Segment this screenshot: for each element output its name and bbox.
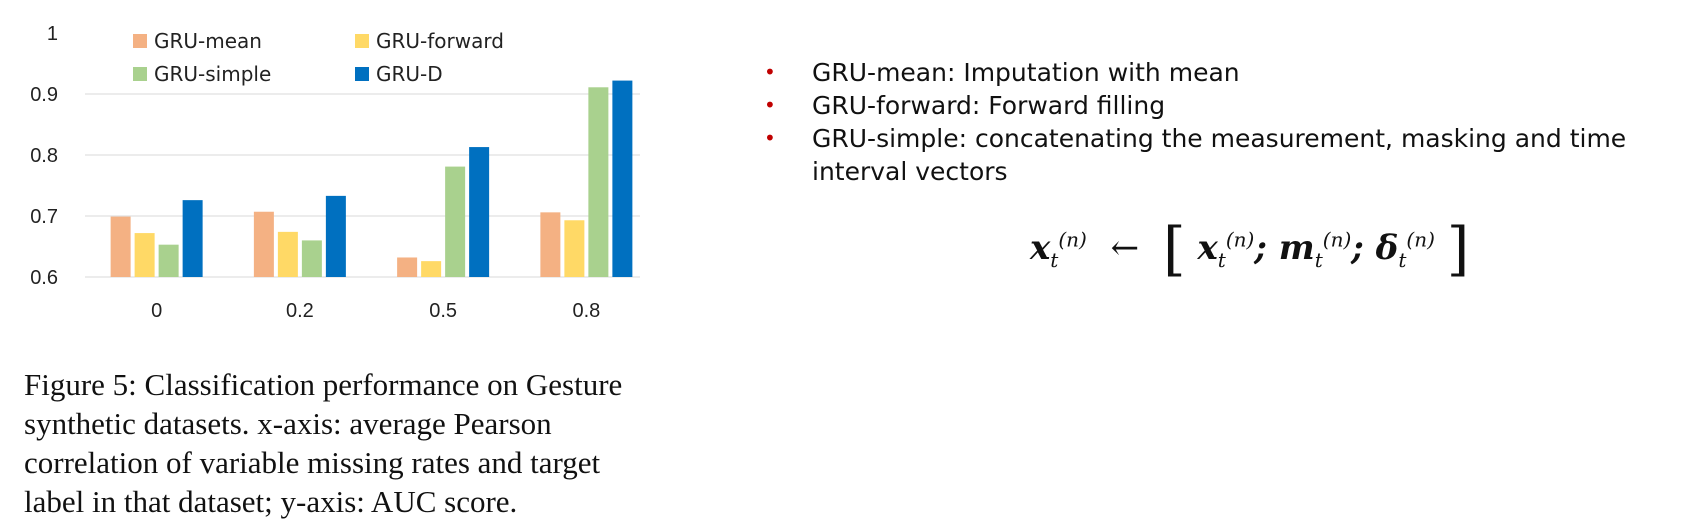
- y-tick-label: 0.8: [30, 145, 58, 167]
- x-tick-label: 0.8: [572, 300, 600, 320]
- legend-label: GRU-D: [376, 62, 443, 86]
- bar: [301, 240, 322, 277]
- bar: [182, 200, 203, 277]
- bullet-dot-icon: •: [764, 126, 776, 150]
- bar-chart: 1 0.9 0.8 0.7 0.6 0 0.2 0.5 0.8 GRU-mean GRU-for…: [30, 23, 640, 320]
- bar: [277, 231, 298, 277]
- y-tick-label: 0.9: [30, 84, 58, 106]
- bar: [564, 220, 585, 277]
- legend-swatch: [133, 67, 147, 81]
- formula-m: mt(n): [1278, 227, 1352, 272]
- legend-label: GRU-forward: [376, 29, 504, 53]
- y-tick-labels: 1 0.9 0.8 0.7 0.6: [30, 23, 58, 289]
- legend-swatch: [133, 34, 147, 48]
- bar: [612, 80, 633, 277]
- x-tick-label: 0: [151, 300, 162, 320]
- bar: [134, 233, 155, 277]
- formula-right-bracket: ]: [1446, 215, 1470, 283]
- bar: [469, 147, 490, 277]
- legend-label: GRU-mean: [154, 29, 262, 53]
- figure-caption: Figure 5: Classification performance on …: [24, 367, 623, 519]
- formula-arrow: ←: [1110, 228, 1140, 268]
- bar: [325, 195, 346, 277]
- bar: [540, 212, 561, 277]
- formula-x-lhs: xt(n): [1030, 227, 1087, 272]
- bullet-list: • GRU-mean: Imputation with mean • GRU-f…: [760, 56, 1700, 188]
- legend-swatch: [355, 34, 369, 48]
- bar: [253, 211, 274, 277]
- bar: [397, 257, 418, 277]
- legend: GRU-mean GRU-forward GRU-simple GRU-D: [133, 29, 504, 86]
- formula-separator: ;: [1254, 228, 1267, 268]
- bar: [158, 244, 179, 277]
- y-tick-label: 1: [47, 23, 58, 45]
- formula-left-bracket: [: [1163, 215, 1186, 283]
- bullet-text: GRU-forward: Forward filling: [812, 91, 1166, 120]
- bar: [445, 166, 466, 277]
- formula-separator: ;: [1351, 228, 1364, 268]
- x-tick-label: 0.2: [286, 300, 314, 320]
- x-tick-labels: 0 0.2 0.5 0.8: [151, 300, 600, 320]
- bullet-text: GRU-mean: Imputation with mean: [812, 58, 1240, 87]
- x-tick-label: 0.5: [429, 300, 457, 320]
- bullet-item: • GRU-mean: Imputation with mean: [760, 56, 1700, 89]
- grid-lines: [85, 93, 640, 278]
- update-formula: xt(n) ← [ xt(n); mt(n); δt(n) ]: [1030, 215, 1469, 283]
- bars: [110, 80, 633, 277]
- formula-delta: δt(n): [1375, 227, 1435, 272]
- y-tick-label: 0.7: [30, 206, 58, 228]
- legend-label: GRU-simple: [154, 62, 271, 86]
- bullet-dot-icon: •: [764, 93, 776, 117]
- bullet-item: • GRU-simple: concatenating the measurem…: [760, 122, 1700, 188]
- legend-swatch: [355, 67, 369, 81]
- bullet-text: GRU-simple: concatenating the measuremen…: [812, 124, 1627, 186]
- y-tick-label: 0.6: [30, 267, 58, 289]
- bar: [110, 216, 131, 277]
- bar: [588, 87, 609, 277]
- bullet-dot-icon: •: [764, 60, 776, 84]
- formula-x-rhs: xt(n): [1197, 227, 1255, 272]
- bullet-item: • GRU-forward: Forward filling: [760, 89, 1700, 122]
- bar: [421, 261, 442, 277]
